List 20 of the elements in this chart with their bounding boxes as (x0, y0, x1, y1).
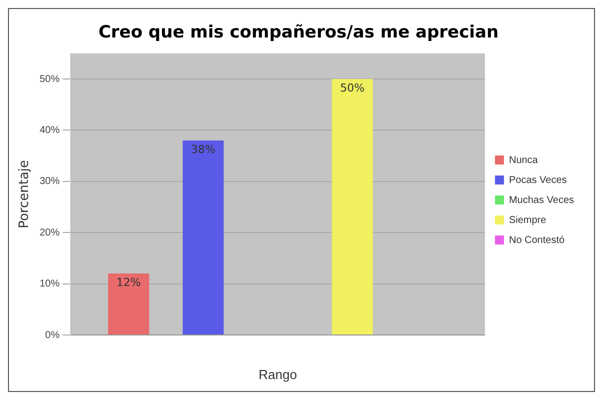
legend-label: Muchas Veces (508, 194, 574, 206)
chart-title: Creo que mis compañeros/as me aprecian (98, 22, 499, 43)
legend-label: No Contestó (508, 234, 565, 246)
x-axis-title: Rango (258, 366, 297, 382)
bar (108, 274, 150, 334)
data-label: 12% (116, 276, 141, 289)
legend-label: Siempre (508, 214, 547, 226)
y-tick-label: 30% (40, 176, 60, 188)
y-tick-label: 50% (40, 74, 60, 85)
y-tick-label: 0% (45, 330, 60, 341)
y-tick-label: 20% (40, 227, 60, 238)
y-axis-title: Porcentaje (17, 160, 32, 228)
legend-label: Nunca (508, 154, 538, 166)
y-tick-label: 10% (40, 278, 60, 290)
y-tick-label: 40% (40, 124, 60, 136)
data-label: 50% (340, 81, 365, 94)
legend-label: Pocas Veces (508, 174, 567, 186)
bar (332, 79, 373, 334)
data-label: 38% (190, 142, 216, 156)
bar (182, 140, 224, 334)
